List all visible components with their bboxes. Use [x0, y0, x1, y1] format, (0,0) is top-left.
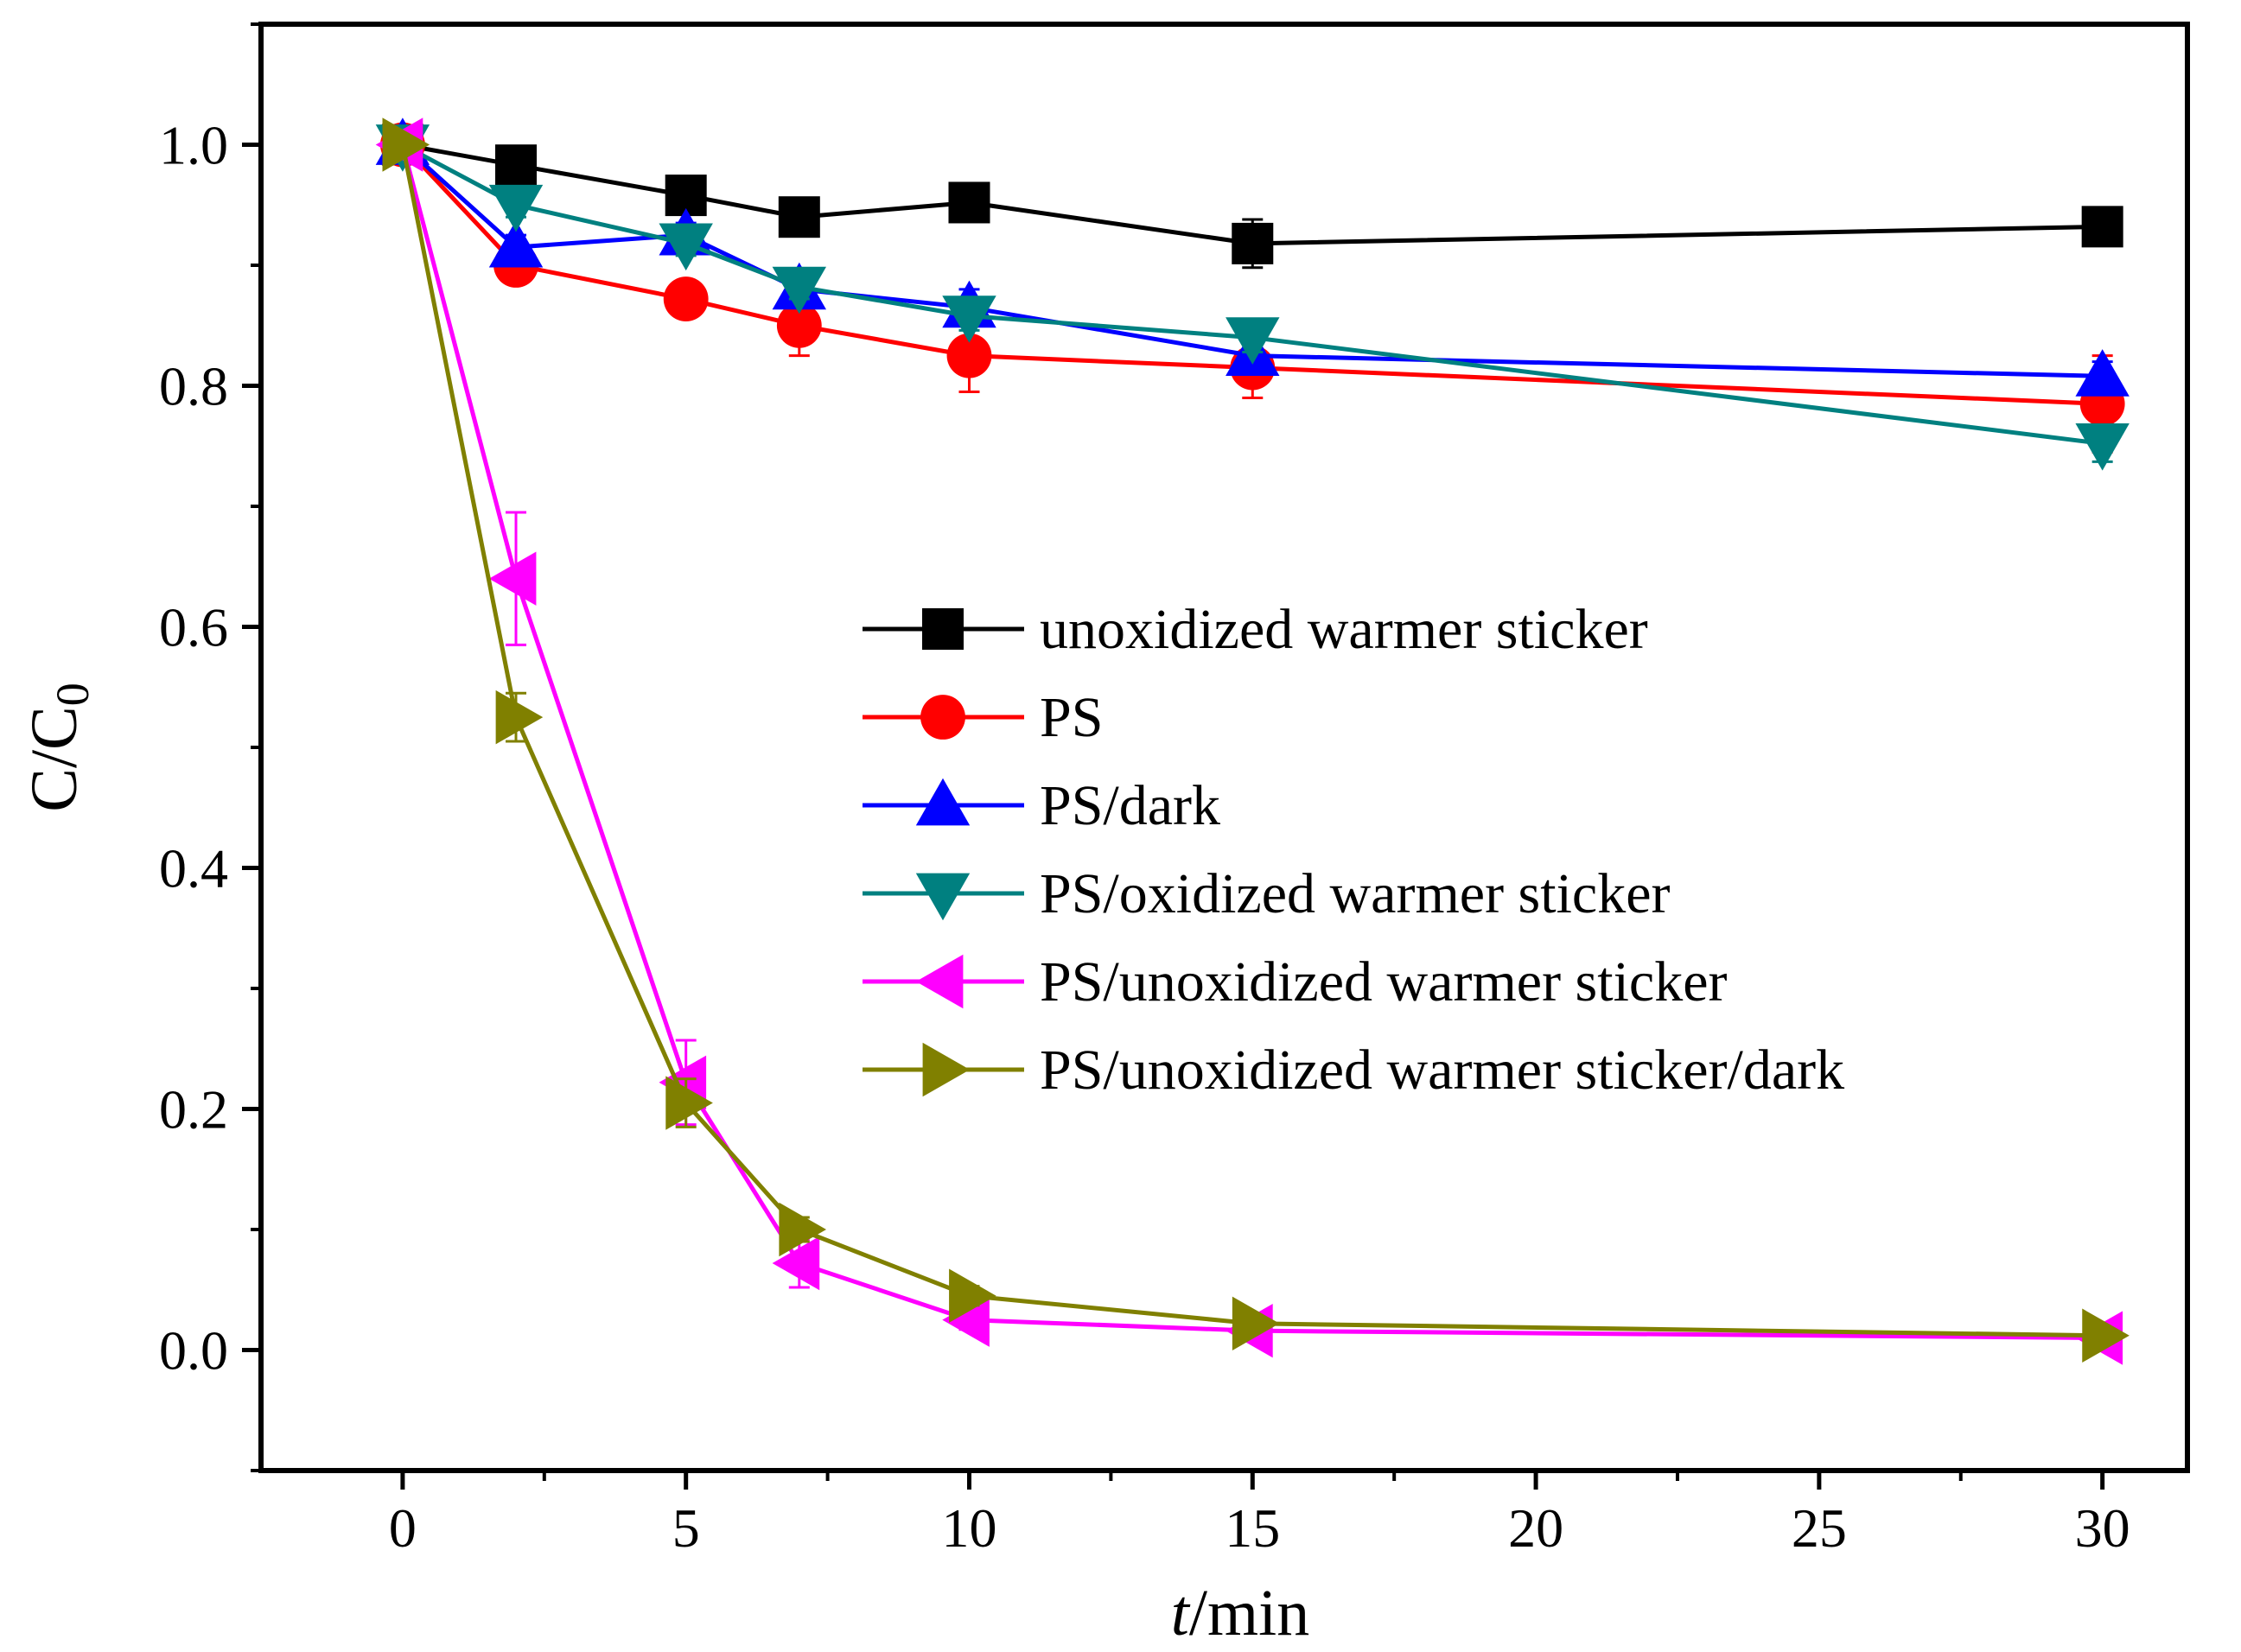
- data-point: [488, 184, 544, 232]
- y-axis-title-main: C/C: [18, 706, 91, 812]
- legend-entry: PS: [863, 686, 1103, 749]
- y-tick-label: 0.8: [159, 356, 228, 417]
- legend-entry: unoxidized warmer sticker: [863, 598, 1648, 661]
- data-point: [2075, 349, 2130, 397]
- data-point: [948, 181, 990, 224]
- data-series: [375, 118, 2130, 1365]
- legend-marker: [915, 873, 971, 921]
- x-tick-label: 30: [2075, 1497, 2130, 1559]
- data-point: [665, 1076, 713, 1130]
- data-point: [1232, 1296, 1280, 1351]
- data-point: [495, 689, 544, 745]
- legend-label: PS/unoxidized warmer sticker/dark: [1040, 1039, 1844, 1102]
- series-6: [382, 118, 2130, 1363]
- y-axis-title-subscript: 0: [47, 683, 99, 706]
- legend-entry: PS/unoxidized warmer sticker: [863, 950, 1728, 1013]
- legend-marker: [915, 954, 964, 1009]
- data-point: [1232, 222, 1274, 264]
- x-tick-label: 15: [1225, 1497, 1280, 1559]
- x-axis-title-italic: t: [1171, 1577, 1191, 1649]
- data-point: [949, 1268, 996, 1323]
- x-tick-label: 0: [389, 1497, 417, 1559]
- data-point: [2082, 1308, 2130, 1363]
- legend-marker: [920, 695, 965, 740]
- legend-entry: PS/unoxidized warmer sticker/dark: [863, 1039, 1844, 1102]
- data-point: [772, 266, 827, 315]
- legend-entry: PS/oxidized warmer sticker: [863, 862, 1671, 925]
- y-tick-label: 0.2: [159, 1079, 228, 1141]
- data-point: [2081, 206, 2123, 248]
- x-tick-label: 10: [941, 1497, 996, 1559]
- axis-tick-labels: 0 5 10 15 20 25 30 0.0 0.2 0.4 0.6 0.8 1.0: [159, 115, 2130, 1560]
- x-axis-title: t/min: [1171, 1577, 1309, 1649]
- data-point: [772, 1236, 820, 1291]
- y-axis-title: C/C0: [18, 683, 99, 812]
- y-tick-label: 0.6: [159, 597, 228, 658]
- data-point: [1226, 317, 1280, 365]
- data-point: [488, 551, 537, 606]
- data-point: [2075, 423, 2130, 471]
- data-point: [776, 302, 822, 348]
- x-tick-label: 5: [672, 1497, 700, 1559]
- data-point: [946, 333, 992, 378]
- data-point: [779, 1202, 827, 1257]
- axis-ticks: [242, 22, 2105, 1490]
- data-point: [382, 118, 430, 172]
- data-point: [659, 223, 713, 271]
- legend-marker: [922, 1042, 971, 1097]
- legend-label: unoxidized warmer sticker: [1040, 598, 1648, 661]
- y-tick-label: 1.0: [159, 115, 228, 176]
- x-tick-label: 25: [1792, 1497, 1847, 1559]
- x-axis-title-unit: /min: [1189, 1577, 1309, 1649]
- legend-label: PS/oxidized warmer sticker: [1040, 862, 1671, 925]
- legend: unoxidized warmer sticker PS PS/dark PS/oxi…: [863, 598, 1844, 1102]
- y-tick-label: 0.4: [159, 838, 228, 899]
- y-tick-label: 0.0: [159, 1320, 228, 1382]
- legend-label: PS/dark: [1040, 774, 1220, 837]
- legend-marker: [922, 608, 964, 650]
- data-point: [778, 196, 820, 238]
- data-point: [495, 144, 538, 187]
- data-point: [663, 276, 709, 321]
- legend-label: PS: [1040, 686, 1103, 749]
- data-point: [942, 295, 996, 343]
- legend-marker: [915, 778, 971, 826]
- legend-label: PS/unoxidized warmer sticker: [1040, 950, 1728, 1013]
- x-tick-label: 20: [1508, 1497, 1563, 1559]
- data-point: [488, 219, 544, 268]
- legend-entry: PS/dark: [863, 774, 1220, 837]
